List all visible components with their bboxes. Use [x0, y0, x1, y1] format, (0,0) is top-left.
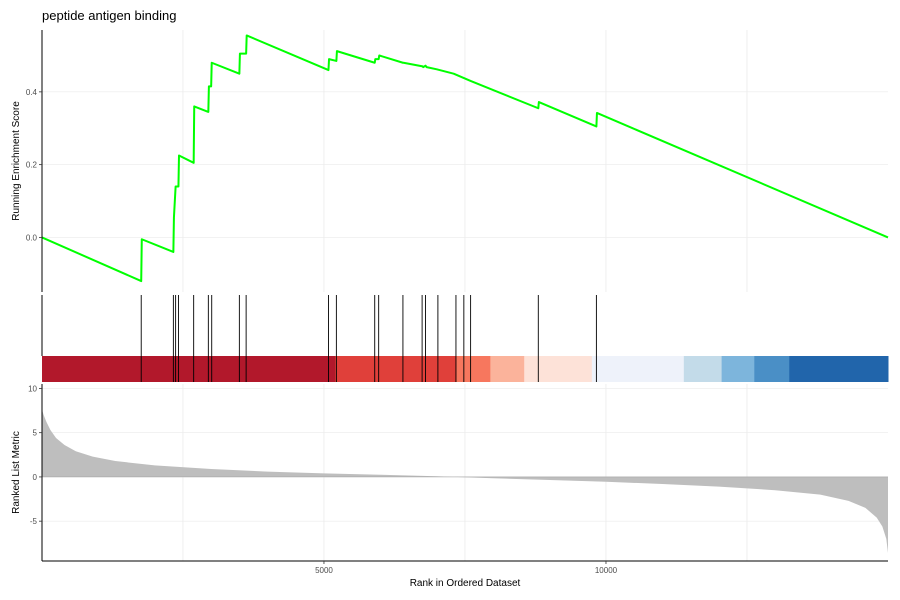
- es-tick-label-1: 0.2: [26, 161, 38, 170]
- es-y-axis-label: Running Enrichment Score: [11, 101, 22, 221]
- metric-tick-label-3: -5: [30, 517, 38, 526]
- rank-band-2: [456, 356, 491, 382]
- running-enrichment-curve: [41, 34, 889, 283]
- metric-y-axis-label: Ranked List Metric: [11, 431, 22, 514]
- x-tick-label-1: 10000: [595, 566, 618, 575]
- tick-labels: 0.0 0.2 0.4 10 5 0 -5 5000 10000: [26, 88, 618, 575]
- rank-band-7: [721, 356, 755, 382]
- axes: [39, 30, 888, 564]
- rank-band-6: [683, 356, 723, 382]
- metric-tick-label-2: 0: [33, 473, 38, 482]
- es-tick-label-0: 0.0: [26, 233, 38, 242]
- x-axis-label: Rank in Ordered Dataset: [410, 578, 521, 589]
- metric-tick-label-1: 5: [33, 429, 38, 438]
- ranked-metric-area: [42, 409, 888, 554]
- rank-color-bands: [42, 356, 889, 382]
- rank-band-1: [335, 356, 458, 382]
- rank-band-8: [754, 356, 790, 382]
- rank-band-9: [789, 356, 889, 382]
- x-tick-label-0: 5000: [315, 566, 333, 575]
- metric-tick-label-0: 10: [28, 384, 37, 393]
- chart-title: peptide antigen binding: [42, 8, 177, 23]
- es-tick-label-2: 0.4: [26, 88, 38, 97]
- gene-hit-marks: [140, 295, 597, 382]
- rank-band-4: [524, 356, 593, 382]
- rank-band-3: [490, 356, 525, 382]
- rank-band-5: [591, 356, 685, 382]
- rank-band-0: [42, 356, 336, 382]
